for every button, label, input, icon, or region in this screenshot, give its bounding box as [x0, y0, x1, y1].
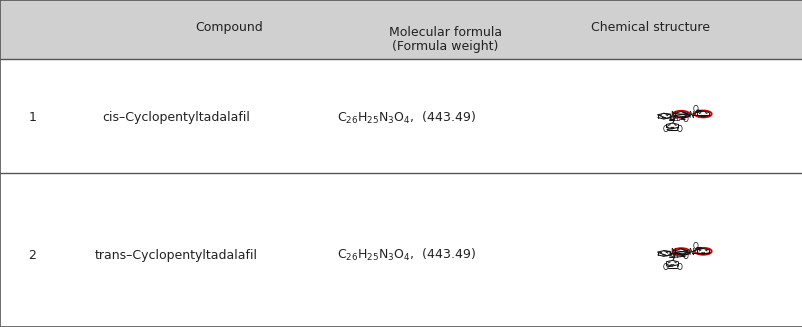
Text: NH: NH [668, 116, 678, 122]
Text: O: O [691, 105, 698, 114]
Text: cis–Cyclopentyltadalafil: cis–Cyclopentyltadalafil [103, 111, 250, 124]
Text: N: N [670, 249, 675, 257]
Text: O: O [682, 115, 688, 124]
Text: N: N [687, 111, 693, 120]
Text: C$_{26}$H$_{25}$N$_{3}$O$_{4}$,  (443.49): C$_{26}$H$_{25}$N$_{3}$O$_{4}$, (443.49) [337, 110, 476, 126]
Text: NH: NH [668, 253, 678, 259]
Text: O: O [675, 263, 682, 272]
Text: trans–Cyclopentyltadalafil: trans–Cyclopentyltadalafil [95, 249, 257, 262]
Text: O: O [662, 125, 667, 134]
Text: O: O [682, 252, 688, 262]
Text: Compound: Compound [195, 21, 262, 34]
Text: 1: 1 [28, 111, 36, 124]
Text: Molecular formula: Molecular formula [389, 26, 501, 39]
Text: N: N [687, 249, 693, 257]
Text: N: N [670, 111, 675, 120]
Text: (Formula weight): (Formula weight) [392, 40, 498, 53]
Text: O: O [662, 263, 667, 272]
Bar [0, 0, 802, 59]
Text: 2: 2 [28, 249, 36, 262]
Text: C$_{26}$H$_{25}$N$_{3}$O$_{4}$,  (443.49): C$_{26}$H$_{25}$N$_{3}$O$_{4}$, (443.49) [337, 247, 476, 263]
Text: O: O [691, 242, 698, 251]
Text: O: O [675, 125, 682, 134]
Polygon shape [669, 119, 674, 120]
Text: Chemical structure: Chemical structure [590, 21, 709, 34]
